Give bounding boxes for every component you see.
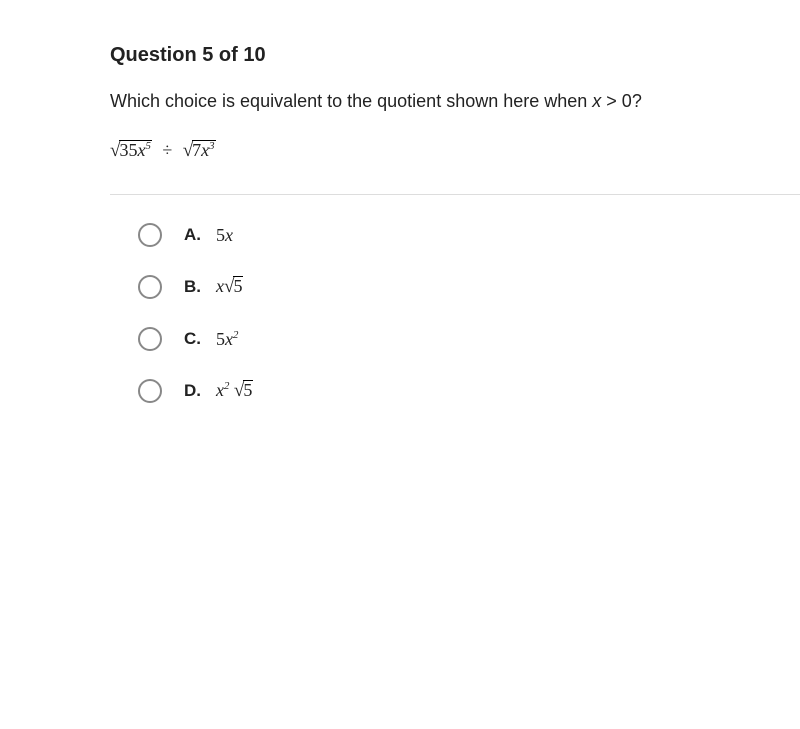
question-container: Question 5 of 10 Which choice is equival… [0, 0, 800, 403]
sqrt-left: 35x5 [110, 140, 152, 162]
choice-var: x [225, 225, 233, 245]
prompt-relation: > 0? [601, 91, 642, 111]
expr-left-coef: 35 [119, 140, 137, 160]
choice-plain: 5 [216, 225, 225, 245]
sqrt-icon: 5 [224, 276, 243, 298]
choice-letter: A. [184, 225, 206, 245]
radio-icon [138, 327, 162, 351]
choice-var: x [216, 276, 224, 296]
question-expression: 35x5 ÷ 7x3 [110, 140, 800, 162]
choice-exp: 2 [233, 329, 238, 341]
radicand-right: 7x3 [192, 140, 215, 161]
radicand-left: 35x5 [119, 140, 151, 161]
radio-icon [138, 379, 162, 403]
choice-letter: C. [184, 329, 206, 349]
choice-a[interactable]: A. 5x [138, 223, 800, 247]
answer-choices: A. 5x B. x5 C. 5x2 D. x2 5 [110, 223, 800, 403]
choice-sqrt-arg: 5 [233, 276, 243, 297]
choice-exp: 2 [224, 380, 229, 392]
choice-body: x5 [216, 276, 243, 298]
choice-body: 5x [216, 225, 233, 246]
choice-letter: B. [184, 277, 206, 297]
expr-right-exp: 3 [209, 140, 214, 152]
division-symbol: ÷ [162, 140, 172, 160]
radio-icon [138, 275, 162, 299]
divider [110, 194, 800, 195]
question-prompt: Which choice is equivalent to the quotie… [110, 91, 800, 112]
choice-plain: 5 [216, 329, 225, 349]
choice-sqrt-arg: 5 [243, 380, 253, 401]
radio-icon [138, 223, 162, 247]
choice-d[interactable]: D. x2 5 [138, 379, 800, 403]
expr-right-coef: 7 [192, 140, 201, 160]
choice-var: x [225, 329, 233, 349]
choice-letter: D. [184, 381, 206, 401]
expr-right-var: x [201, 140, 209, 160]
choice-body: x2 5 [216, 380, 253, 402]
prompt-variable: x [592, 91, 601, 111]
choice-body: 5x2 [216, 329, 238, 350]
prompt-prefix: Which choice is equivalent to the quotie… [110, 91, 592, 111]
sqrt-icon: 5 [234, 380, 253, 402]
expr-left-exp: 5 [145, 140, 150, 152]
choice-c[interactable]: C. 5x2 [138, 327, 800, 351]
choice-var: x [216, 380, 224, 400]
sqrt-right: 7x3 [183, 140, 216, 162]
question-header: Question 5 of 10 [110, 44, 800, 67]
choice-b[interactable]: B. x5 [138, 275, 800, 299]
